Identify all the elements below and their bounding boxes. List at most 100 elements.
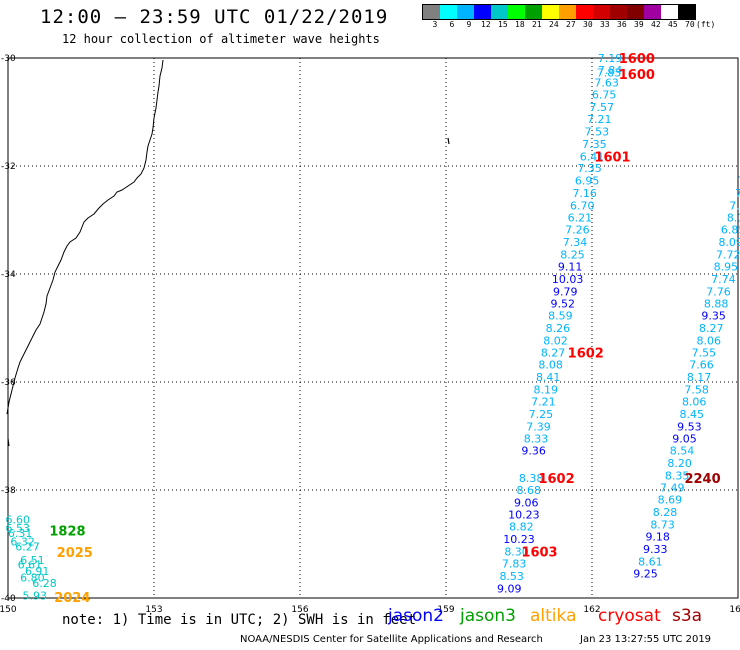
wave-height-value: 8.95	[714, 260, 739, 273]
colorbar-swatch	[440, 5, 457, 19]
wave-height-value: 7.83	[502, 557, 527, 570]
colorbar-legend	[422, 4, 696, 20]
wave-height-value: 7.66	[689, 359, 714, 372]
lat-tick-label: -40	[1, 594, 16, 604]
page-subtitle: 12 hour collection of altimeter wave hei…	[62, 32, 380, 46]
colorbar-label: 36	[617, 20, 627, 29]
wave-height-value: 7.	[735, 187, 740, 200]
colorbar-swatch	[627, 5, 644, 19]
wave-height-value: 9.11	[558, 260, 583, 273]
wave-height-value: 9.18	[645, 530, 670, 543]
colorbar-swatch	[661, 5, 678, 19]
colorbar-label: 45	[668, 20, 678, 29]
wave-height-value: 7.53	[585, 125, 610, 138]
colorbar-label: 15	[498, 20, 508, 29]
wave-height-value: 8.82	[509, 521, 534, 534]
lon-tick-label: 153	[145, 605, 162, 615]
footer-note: note: 1) Time is in UTC; 2) SWH is in fe…	[62, 612, 417, 628]
colorbar-label: 18	[515, 20, 525, 29]
wave-height-value: 7.21	[587, 113, 612, 126]
wave-height-value: 6.61	[18, 559, 43, 572]
wave-height-value: 7.49	[660, 481, 685, 494]
wave-height-value: 8.25	[560, 249, 585, 262]
wave-height-value: 9.05	[672, 433, 697, 446]
colorbar-swatch	[423, 5, 440, 19]
wave-height-value: 7.55	[692, 346, 717, 359]
wave-height-value: 10.23	[503, 533, 535, 546]
lon-tick-label: 162	[583, 605, 600, 615]
wave-height-value: 7.34	[563, 236, 588, 249]
colorbar-label: 21	[532, 20, 542, 29]
wave-height-value: 6.75	[592, 89, 617, 102]
pass-time-label: 1601	[594, 150, 630, 165]
wave-height-value: 6.80	[20, 571, 45, 584]
wave-height-value: 8.35	[665, 469, 690, 482]
lon-tick-label: 156	[291, 605, 308, 615]
colorbar-label: 42	[651, 20, 661, 29]
colorbar-swatch	[457, 5, 474, 19]
wave-height-value: 7.74	[711, 273, 736, 286]
lat-tick-label: -30	[1, 54, 16, 64]
wave-height-value: 8.54	[670, 445, 695, 458]
wave-height-value: 8.59	[548, 310, 573, 323]
wave-height-value: 8.53	[499, 570, 524, 583]
wave-height-value: 7.21	[531, 395, 556, 408]
wave-height-value: 5.93	[23, 589, 48, 602]
wave-height-value: 6.91	[25, 565, 50, 578]
colorbar-label: 6	[449, 20, 455, 29]
colorbar-swatch	[593, 5, 610, 19]
wave-height-value: 8.33	[524, 433, 549, 446]
wave-height-value: 9.79	[553, 285, 578, 298]
legend-cryosat: cryosat	[598, 606, 661, 626]
wave-height-value: 7.39	[526, 420, 551, 433]
wave-height-value: 7.25	[529, 408, 554, 421]
altimeter-tracks: 7.197.847.837.636.757.577.217.537.356.41…	[5, 52, 740, 602]
wave-height-value: 6.41	[580, 150, 605, 163]
wave-height-value: 8.27	[541, 346, 566, 359]
pass-time-label: 1602	[538, 472, 574, 487]
wave-height-value: 8.20	[667, 457, 692, 470]
wave-height-value: 7.9	[729, 199, 740, 212]
colorbar-label: 39	[634, 20, 644, 29]
wave-height-value: 8.09	[718, 236, 740, 249]
wave-height-value: 8.1	[727, 211, 740, 224]
lat-tick-label: -38	[1, 486, 16, 496]
wave-height-value: 6.28	[32, 577, 57, 590]
wave-height-value: 10.03	[552, 273, 584, 286]
wave-height-value: 8.88	[704, 298, 729, 311]
wave-height-value: 6.51	[20, 554, 45, 567]
wave-height-value: 7.63	[594, 76, 619, 89]
colorbar-label: 70	[685, 20, 695, 29]
wave-height-value: 6.95	[575, 175, 600, 188]
wave-height-value: 7.72	[716, 249, 740, 262]
lon-tick-label: 165	[729, 605, 740, 615]
wave-height-value: 6.53	[5, 522, 30, 535]
lat-tick-label: -36	[1, 378, 16, 388]
legend-s3a: s3a	[672, 606, 703, 626]
colorbar-unit: (ft)	[696, 20, 716, 29]
wave-height-value: 8.61	[638, 555, 663, 568]
pass-time-label: 1603	[521, 546, 557, 561]
wave-height-value: 9.09	[497, 582, 522, 595]
legend-altika: altika	[530, 606, 577, 626]
wave-height-value: 6.32	[10, 535, 35, 548]
wave-height-value: 9.36	[521, 445, 546, 458]
wave-height-value: 8.19	[534, 384, 559, 397]
wave-height-value: 9.25	[633, 568, 658, 581]
wave-height-value: 8.06	[682, 395, 707, 408]
wave-height-value: 8.02	[543, 334, 568, 347]
wave-height-value: 8.17	[687, 371, 712, 384]
wave-height-value: 9.06	[514, 496, 539, 509]
wave-height-value: 9.35	[701, 310, 726, 323]
wave-height-value: 8.38	[519, 472, 544, 485]
wave-height-value: 9.52	[551, 298, 576, 311]
wave-height-value: 8.30	[504, 546, 529, 559]
pass-time-label: 1600	[619, 68, 655, 83]
wave-height-value: 7.57	[589, 101, 614, 114]
wave-height-value: 6.21	[568, 211, 593, 224]
wave-height-value: 7.76	[706, 285, 731, 298]
colorbar-label: 30	[583, 20, 593, 29]
wave-height-value: 8.27	[699, 322, 724, 335]
lon-tick-label: 159	[437, 605, 454, 615]
